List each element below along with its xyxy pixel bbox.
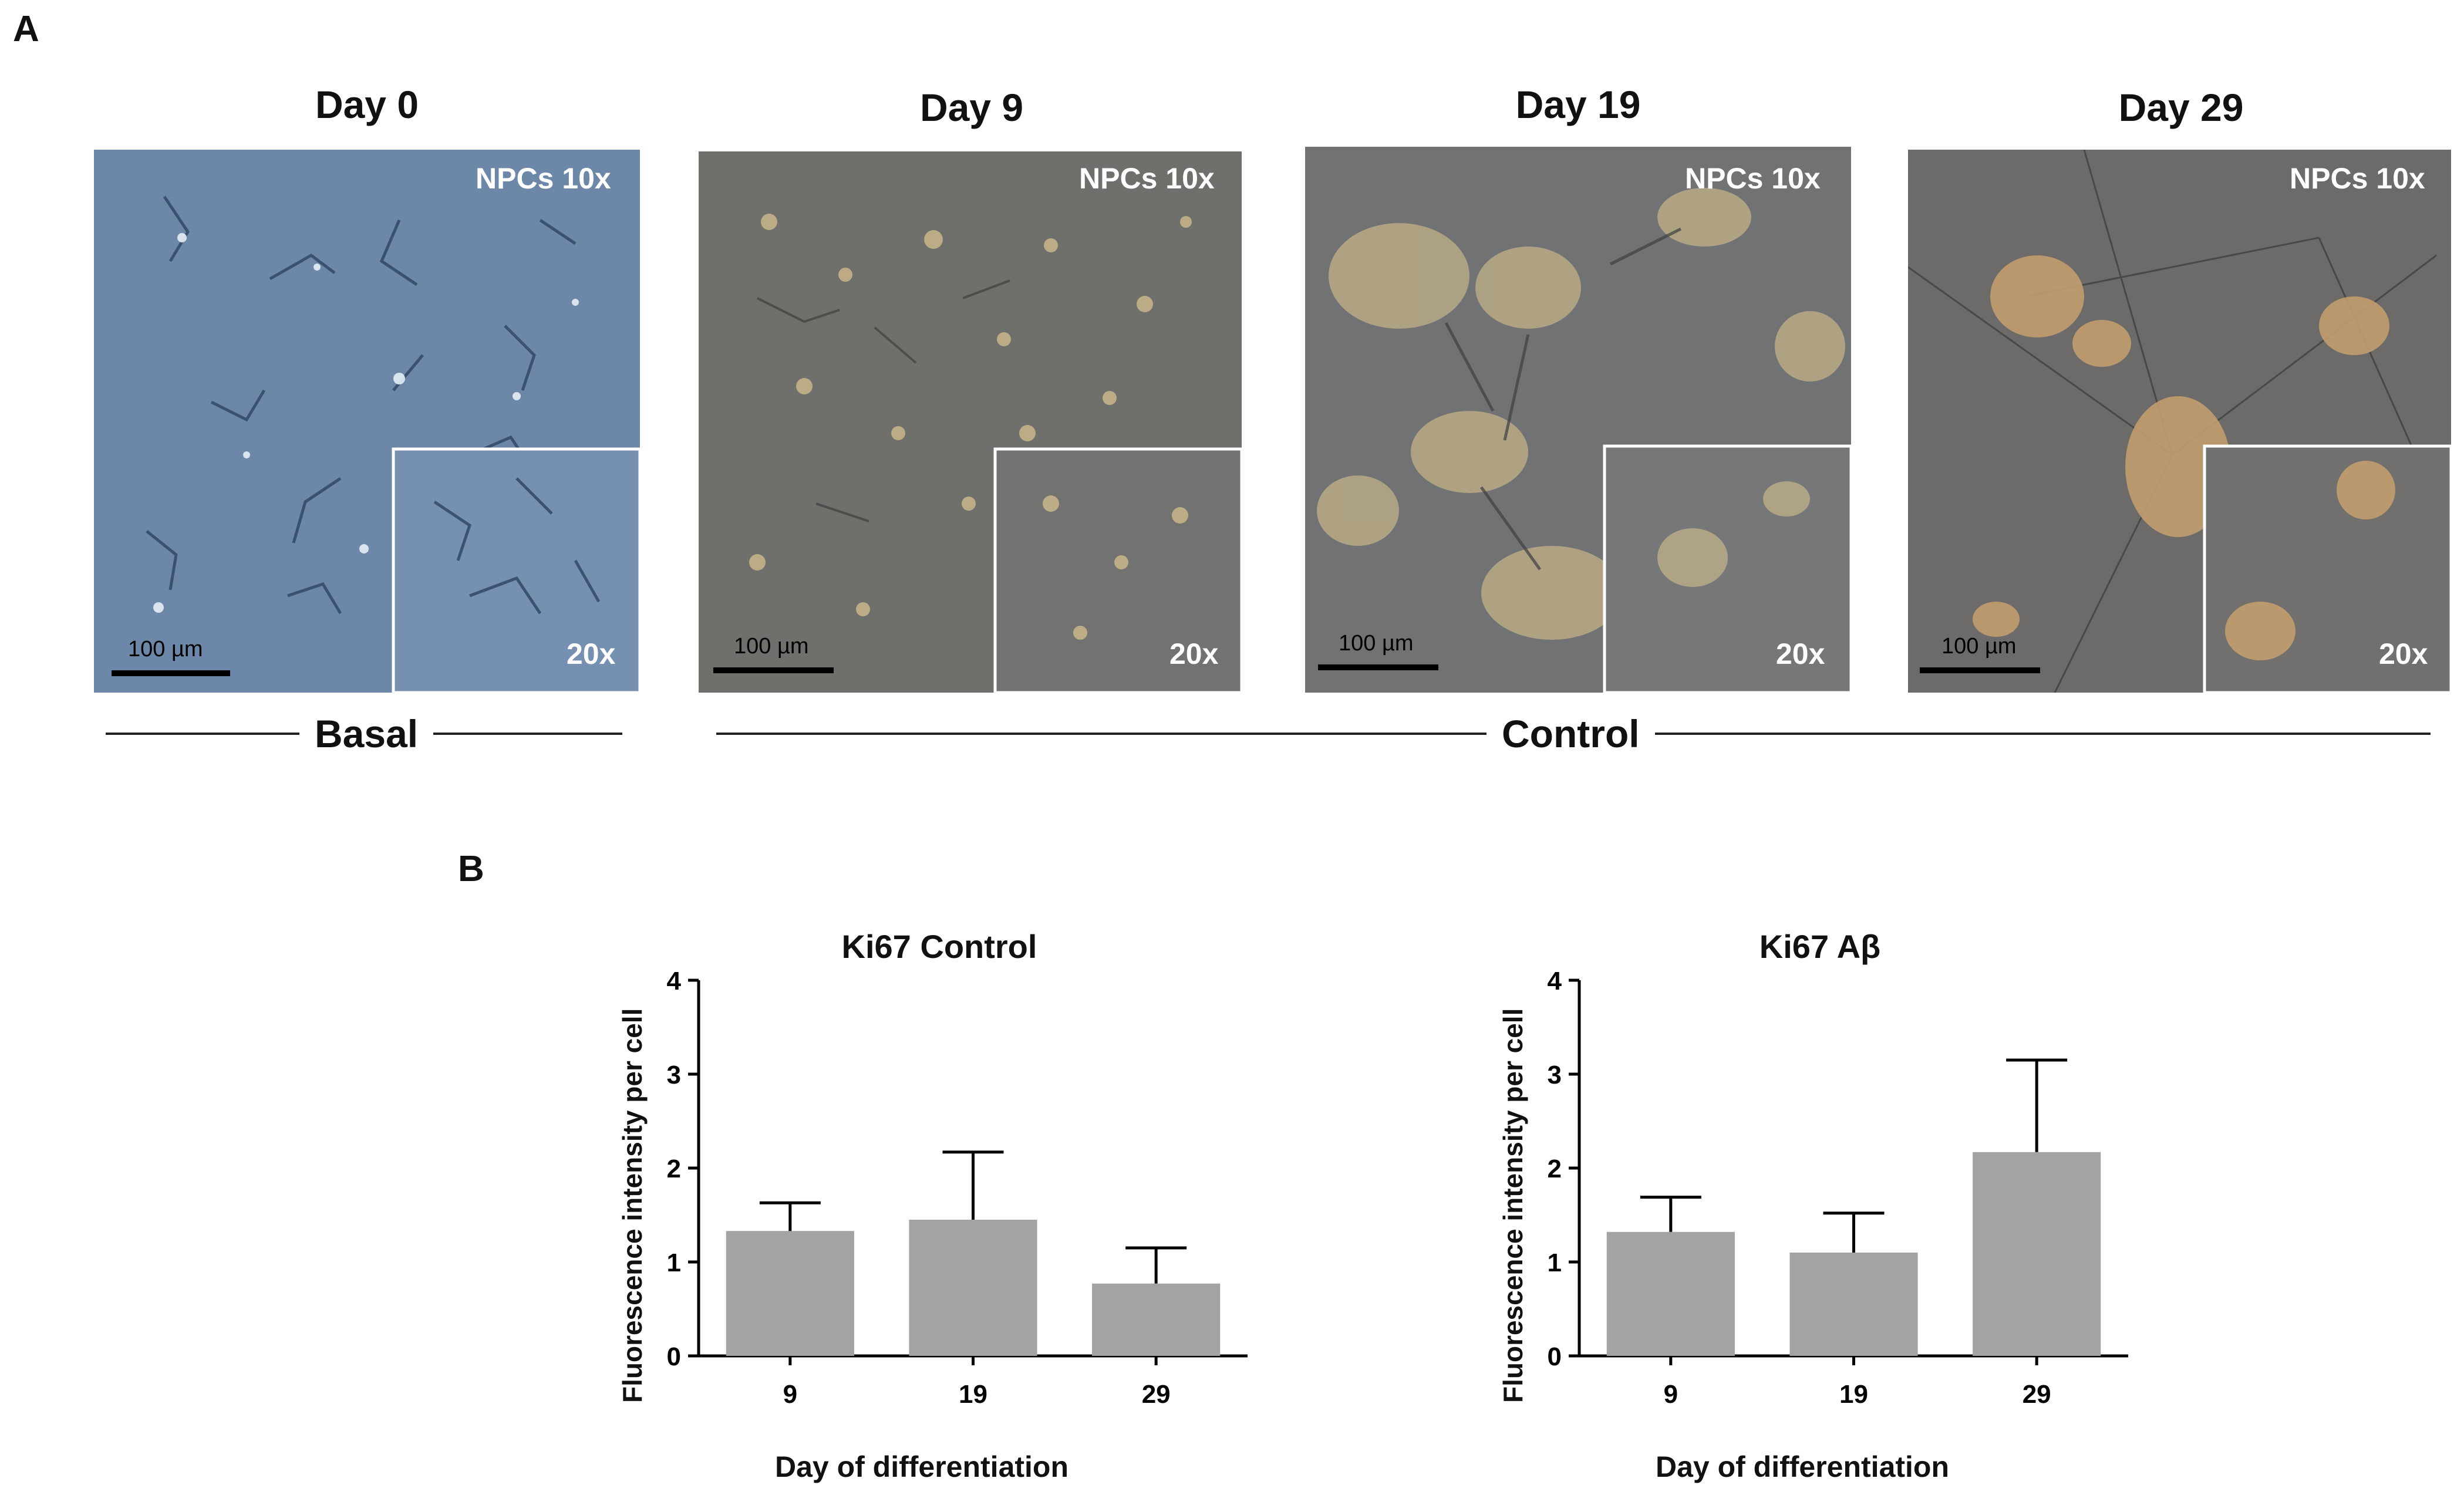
inset-label-9: 20x <box>1169 637 1219 670</box>
npc-label-0: NPCs 10x <box>476 162 611 195</box>
micrograph-day9-image <box>699 151 1242 693</box>
day-title-29: Day 29 <box>2118 86 2244 129</box>
day-title-19: Day 19 <box>1515 83 1641 126</box>
x-axis-label: Day of differentiation <box>774 1450 1069 1483</box>
x-tick-label: 19 <box>1839 1380 1868 1409</box>
inset-label-19: 20x <box>1776 637 1825 670</box>
bar <box>909 1220 1037 1356</box>
x-tick-label: 9 <box>1664 1380 1678 1409</box>
panel-b-letter: B <box>458 849 484 889</box>
panel-a-letter: A <box>13 9 39 49</box>
y-tick-label: 4 <box>667 967 682 995</box>
npc-label-9: NPCs 10x <box>1079 162 1215 195</box>
y-tick-label: 2 <box>667 1155 681 1183</box>
scale-bar-0 <box>112 670 230 676</box>
y-tick-label: 4 <box>1548 967 1562 995</box>
micrograph-day19 <box>1305 147 1851 693</box>
micrograph-day0-image <box>94 150 640 693</box>
x-tick-label: 29 <box>1142 1380 1171 1409</box>
bar <box>726 1231 854 1356</box>
x-axis-label: Day of differentiation <box>1655 1450 1950 1483</box>
micrograph-day0 <box>94 150 640 693</box>
x-tick-label: 19 <box>959 1380 987 1409</box>
npc-label-29: NPCs 10x <box>2290 162 2425 195</box>
micrograph-day19-image <box>1305 147 1851 693</box>
bar <box>1789 1253 1918 1356</box>
chart-title: Ki67 Aβ <box>1759 928 1881 965</box>
scale-bar-9 <box>713 667 834 673</box>
y-tick-label: 3 <box>1548 1061 1562 1089</box>
y-tick-label: 2 <box>1548 1155 1562 1183</box>
micrograph-day29-image <box>1908 150 2451 693</box>
chart-ki67-control: Ki67 Control Fluorescence intensity per … <box>616 916 1321 1491</box>
bar <box>1092 1283 1221 1356</box>
y-tick-label: 1 <box>667 1248 681 1277</box>
y-tick-label: 0 <box>667 1342 681 1371</box>
basal-group-label: Basal <box>299 711 434 756</box>
x-tick-label: 9 <box>783 1380 797 1409</box>
scale-text-0: 100 µm <box>128 637 203 662</box>
day-title-0: Day 0 <box>315 83 419 126</box>
scale-bar-19 <box>1318 664 1438 670</box>
x-tick-label: 29 <box>2023 1380 2051 1409</box>
npc-label-19: NPCs 10x <box>1685 162 1821 195</box>
inset-label-29: 20x <box>2379 637 2428 670</box>
chart-ki67-abeta: Ki67 Aβ Fluorescence intensity per cell … <box>1497 916 2202 1491</box>
y-tick-label: 1 <box>1548 1248 1562 1277</box>
scale-bar-29 <box>1920 667 2040 673</box>
scale-text-29: 100 µm <box>1941 634 2017 659</box>
day-title-9: Day 9 <box>919 86 1024 129</box>
micrograph-day9 <box>699 151 1242 693</box>
bar <box>1973 1152 2101 1356</box>
chart-title: Ki67 Control <box>841 928 1037 965</box>
scale-text-9: 100 µm <box>734 634 809 659</box>
inset-label-0: 20x <box>567 637 616 670</box>
y-tick-label: 0 <box>1548 1342 1562 1371</box>
control-group-label: Control <box>1487 711 1655 756</box>
y-tick-label: 3 <box>667 1061 681 1089</box>
scale-text-19: 100 µm <box>1339 631 1414 656</box>
micrograph-day29 <box>1908 150 2451 693</box>
bar <box>1606 1231 1735 1356</box>
